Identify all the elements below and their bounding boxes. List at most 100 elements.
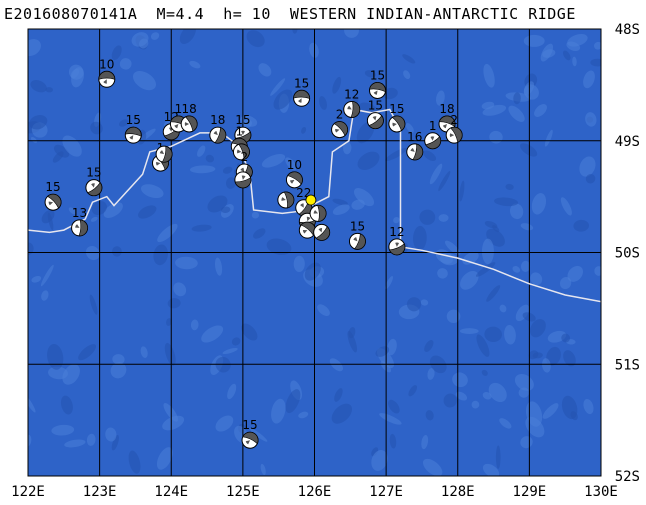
bathymetry-patch [541, 358, 551, 373]
bathymetry-patch [111, 434, 119, 451]
bathymetry-patch [153, 244, 168, 266]
depth-label: 15 [242, 418, 257, 432]
bathymetry-patch [572, 56, 577, 67]
bathymetry-patch [379, 413, 402, 425]
focal-mechanism-beachball [313, 223, 331, 241]
bathymetry-patch [525, 401, 543, 427]
bathymetry-patch [78, 344, 97, 361]
bathymetry-patch [162, 415, 185, 431]
depth-label: 18 [439, 102, 454, 116]
focal-mechanism-beachball: 15 [85, 166, 103, 197]
compressional-quadrant [449, 133, 455, 138]
depth-label: 15 [368, 99, 383, 113]
bathymetry-patch [371, 450, 388, 471]
bathymetry-patch [481, 238, 494, 265]
bathymetry-patch [563, 350, 576, 367]
compressional-quadrant [87, 182, 103, 196]
bathymetry-patch [544, 129, 553, 147]
bathymetry-patch [488, 382, 507, 403]
bathymetry-patch [476, 334, 490, 357]
bathymetry-patch [413, 225, 427, 251]
bathymetry-patch [285, 389, 301, 414]
bathymetry-patch [459, 328, 479, 335]
bathymetry-patch [513, 92, 521, 105]
bathymetry-patch [495, 445, 501, 469]
bathymetry-patch [504, 325, 516, 345]
bathymetry-patch [393, 216, 400, 224]
focal-mechanism-beachball: 2 [445, 113, 463, 144]
bathymetry-patch [197, 145, 206, 157]
bathymetry-patch [520, 143, 538, 157]
bathymetry-patch [90, 216, 98, 222]
bathymetry-patch [260, 463, 266, 476]
compressional-quadrant [293, 90, 310, 99]
bathymetry-patch [515, 304, 530, 322]
bathymetry-patch [583, 70, 595, 89]
depth-label: 10 [287, 158, 302, 172]
bathymetry-patch [60, 395, 73, 415]
bathymetry-patch [520, 260, 531, 272]
bathymetry-patch [483, 63, 495, 88]
bathymetry-patch [530, 272, 543, 286]
compressional-quadrant [242, 431, 259, 445]
bathymetry-patch [166, 318, 172, 326]
bathymetry-patch [443, 393, 457, 408]
bathymetry-patch [364, 70, 376, 78]
depth-label: 13 [72, 206, 87, 220]
compressional-quadrant [298, 98, 302, 103]
compressional-quadrant [318, 227, 323, 233]
bathymetry-patch [105, 427, 117, 442]
focal-mechanism-beachball [234, 171, 252, 189]
bathymetry-patch [119, 119, 129, 127]
bathymetry-patch [293, 255, 305, 273]
bathymetry-patch [344, 29, 359, 38]
depth-label: 15 [126, 113, 141, 127]
epicenter-star [305, 194, 317, 206]
bathymetry-patch [68, 64, 84, 80]
bathymetry-patch [271, 398, 286, 424]
bathymetry-patch [201, 325, 224, 343]
bathymetry-patch [573, 219, 589, 232]
depth-label: 15 [370, 68, 385, 82]
bathymetry-patch [30, 137, 38, 143]
bathymetry-patch [408, 385, 418, 397]
compressional-quadrant [241, 175, 246, 180]
compressional-quadrant [234, 177, 252, 189]
compressional-quadrant [335, 128, 340, 133]
bathymetry-patch [512, 266, 521, 273]
bathymetry-patch [47, 212, 54, 231]
bathymetry-patch [523, 84, 539, 100]
depth-label: 16 [407, 130, 422, 144]
bathymetry-patch [64, 439, 86, 448]
bathymetry-patch [241, 323, 258, 341]
compressional-quadrant [347, 105, 352, 110]
bathymetry-patch [156, 447, 173, 470]
bathymetry-patch [157, 223, 178, 243]
focal-mechanism-beachball: 10 [98, 57, 116, 88]
bathymetry-patch [31, 275, 42, 283]
compressional-quadrant [75, 224, 80, 228]
bathymetry-patch [240, 115, 258, 127]
bathymetry-patch [266, 238, 292, 255]
focal-mechanism-beachball: 15 [369, 68, 387, 99]
bathymetry-patch [332, 204, 350, 215]
bathymetry-patch [150, 32, 160, 40]
bathymetry-patch [298, 411, 309, 419]
latitude-tick-label: 48S [615, 22, 640, 38]
bathymetry-patch [221, 206, 231, 213]
bathymetry-patch [388, 399, 400, 414]
compressional-quadrant [389, 243, 406, 256]
bathymetry-patch [89, 294, 98, 315]
bathymetry-patch [422, 458, 443, 476]
compressional-quadrant [300, 203, 304, 208]
bathymetry-patch [319, 96, 327, 110]
bathymetry-patch [214, 257, 223, 276]
depth-label: 12 [389, 225, 404, 239]
compressional-quadrant [392, 122, 397, 127]
bathymetry-patch [438, 170, 451, 192]
bathymetry-patch [460, 270, 479, 290]
epicenter-marker [305, 194, 317, 206]
bathymetry-patch [189, 60, 201, 69]
compressional-quadrant [98, 71, 116, 80]
bathymetry-patch [452, 372, 468, 388]
